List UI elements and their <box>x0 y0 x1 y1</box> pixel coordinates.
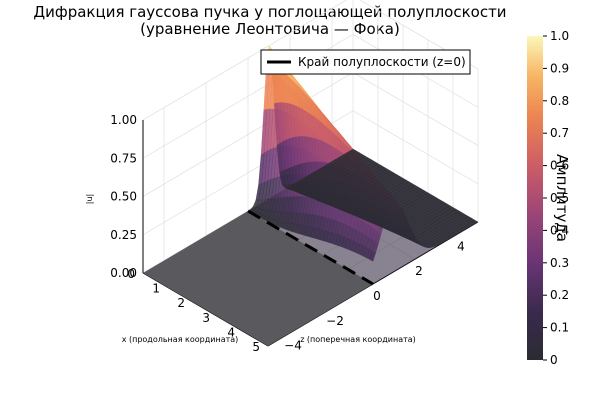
colorbar-ticks: 0 0.1 0.2 0.3 0.4 0.5 0.6 0.7 0.8 0.9 1.0 <box>543 29 569 367</box>
chart-title-line2: (уравнение Леонтовича — Фока) <box>140 20 400 38</box>
chart-title-line1: Дифракция гауссова пучка у поглощающей п… <box>33 3 506 21</box>
y-axis-label: z (поперечная координата) <box>300 335 416 344</box>
x-tick-label: 1 <box>152 282 160 296</box>
colorbar-tick-label: 0.4 <box>550 223 569 237</box>
colorbar-tick-label: 0.7 <box>550 126 569 140</box>
amplitude-surface <box>143 45 479 346</box>
surface-patch <box>350 148 357 153</box>
colorbar-gradient <box>527 36 543 360</box>
x-tick-label: 3 <box>202 311 210 325</box>
z-tick-label: 1.00 <box>110 113 137 127</box>
colorbar-tick-label: 0.9 <box>550 61 569 75</box>
colorbar-label: Амплитуда <box>553 154 571 242</box>
legend-label: Край полуплоскости (z=0) <box>298 55 466 69</box>
y-tick-label: −2 <box>326 314 344 328</box>
colorbar-tick-label: 0.2 <box>550 288 569 302</box>
y-tick-label: 2 <box>415 264 423 278</box>
y-tick-label: 4 <box>457 239 465 253</box>
colorbar-tick-label: 0.8 <box>550 94 569 108</box>
legend-box <box>260 49 471 75</box>
grid-line-z <box>142 0 479 121</box>
colorbar-tick-label: 0.5 <box>550 191 569 205</box>
surface-floor <box>143 211 373 346</box>
edge-line-z0 <box>247 209 374 286</box>
z-tick-label: 0.75 <box>110 151 137 165</box>
z-tick-label: 0.00 <box>110 266 137 280</box>
colorbar-tick-label: 0.6 <box>550 159 569 173</box>
z-tick-label: 0.50 <box>110 190 137 204</box>
tick-labels: 0 1 2 3 4 5 −4 −2 0 2 4 0.00 0.25 0.50 0.75 1.00 <box>110 113 465 354</box>
colorbar-tick-label: 0 <box>550 353 558 367</box>
colorbar-tick-label: 1.0 <box>550 29 569 43</box>
z-axis-label: |u| <box>85 194 94 204</box>
x-axis-label: x (продольная координата) <box>122 335 239 344</box>
colorbar-tick-label: 0.3 <box>550 256 569 270</box>
y-tick-label: 0 <box>373 289 381 303</box>
colorbar-tick-label: 0.1 <box>550 321 569 335</box>
y-tick-label: −4 <box>284 339 302 353</box>
x-tick-label: 5 <box>252 340 260 354</box>
z-tick-label: 0.25 <box>110 228 137 242</box>
x-tick-label: 2 <box>177 296 185 310</box>
x-tick-label: 0 <box>127 267 135 281</box>
x-tick-label: 4 <box>227 325 235 339</box>
legend: Край полуплоскости (z=0) <box>260 49 471 75</box>
colorbar: 0 0.1 0.2 0.3 0.4 0.5 0.6 0.7 0.8 0.9 1.0 Амплитуд… <box>527 29 571 367</box>
